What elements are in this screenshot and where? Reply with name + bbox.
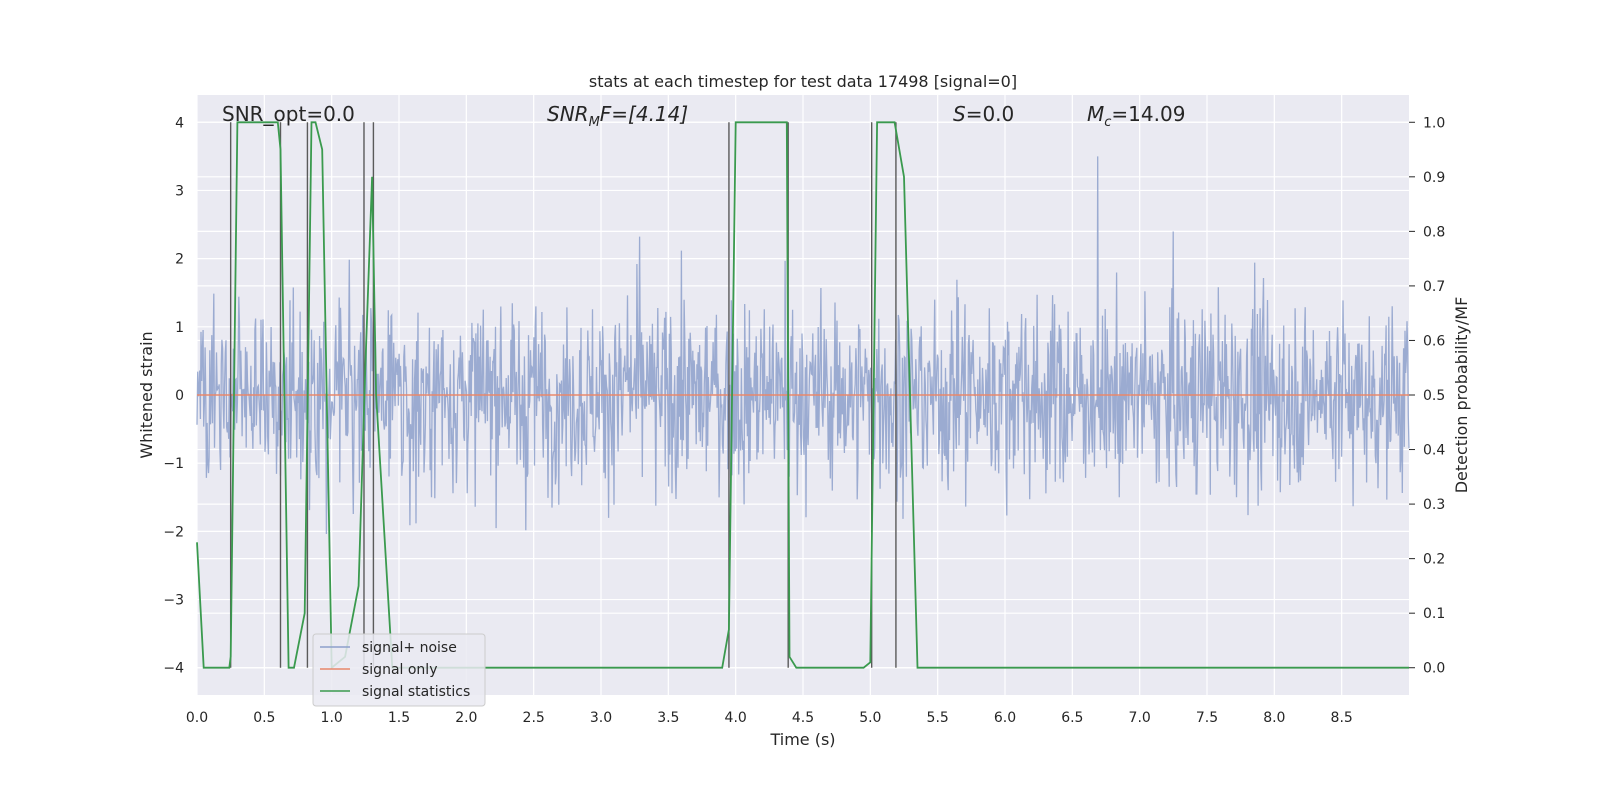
y-tick-label: −4 bbox=[163, 661, 184, 677]
legend: signal+ noise signal only signal statist… bbox=[312, 633, 486, 707]
y2-tick-labels: 1.0 0.9 0.8 0.7 0.6 0.5 0.4 0.3 0.2 0.1 0.0 bbox=[1409, 115, 1445, 677]
x-tick-label: 8.0 bbox=[1263, 710, 1285, 726]
y2-tick-label: 0.1 bbox=[1423, 606, 1445, 622]
x-tick-label: 2.5 bbox=[523, 710, 545, 726]
x-tick-label: 5.0 bbox=[859, 710, 881, 726]
annotation-snr-opt: SNR_opt=0.0 bbox=[222, 102, 355, 126]
x-tick-label: 6.0 bbox=[994, 710, 1016, 726]
x-tick-label: 3.0 bbox=[590, 710, 612, 726]
y2-tick-label: 0.3 bbox=[1423, 497, 1445, 513]
y-tick-label: −2 bbox=[163, 524, 184, 540]
x-tick-label: 3.5 bbox=[657, 710, 679, 726]
x-tick-label: 6.5 bbox=[1061, 710, 1083, 726]
noise-line bbox=[196, 156, 1410, 535]
x-tick-label: 4.5 bbox=[792, 710, 814, 726]
signal-statistics-series bbox=[196, 121, 1409, 670]
legend-label-noise: signal+ noise bbox=[362, 640, 457, 656]
y2-tick-label: 0.9 bbox=[1423, 170, 1445, 186]
x-tick-labels: 0.0 0.5 1.0 1.5 2.0 2.5 3.0 3.5 4.0 4.5 5.0 5.5 6.0 6… bbox=[186, 710, 1353, 726]
y-tick-label: −1 bbox=[163, 456, 184, 472]
y2-tick-label: 0.8 bbox=[1423, 224, 1445, 240]
x-tick-label: 0.5 bbox=[253, 710, 275, 726]
y2-tick-label: 0.6 bbox=[1423, 333, 1445, 349]
y2-tick-label: 0.2 bbox=[1423, 552, 1445, 568]
y-tick-label: −3 bbox=[163, 593, 184, 609]
x-tick-label: 0.0 bbox=[186, 710, 208, 726]
y2-axis-label: Detection probability/MF bbox=[1452, 297, 1471, 494]
x-tick-label: 4.0 bbox=[725, 710, 747, 726]
y-tick-label: 2 bbox=[175, 252, 184, 268]
x-tick-label: 1.0 bbox=[321, 710, 343, 726]
y-tick-label: 1 bbox=[175, 320, 184, 336]
y-tick-label: 3 bbox=[175, 183, 184, 199]
annotation-mc: Mc=14.09 bbox=[1087, 102, 1185, 130]
x-tick-label: 5.5 bbox=[927, 710, 949, 726]
y-tick-labels: 4 3 2 1 0 −1 −2 −3 −4 bbox=[163, 115, 184, 676]
noise-series bbox=[196, 156, 1410, 535]
x-tick-label: 1.5 bbox=[388, 710, 410, 726]
x-axis-label: Time (s) bbox=[769, 730, 835, 749]
signal-statistics-line bbox=[196, 121, 1409, 670]
annotation-snr-mf: SNRMF=[4.14] bbox=[547, 102, 688, 130]
y-tick-label: 0 bbox=[175, 388, 184, 404]
y2-tick-label: 0.7 bbox=[1423, 279, 1445, 295]
x-tick-label: 2.0 bbox=[455, 710, 477, 726]
x-tick-label: 7.5 bbox=[1196, 710, 1218, 726]
x-tick-label: 8.5 bbox=[1331, 710, 1353, 726]
y-axis-label: Whitened strain bbox=[137, 331, 156, 458]
y2-tick-label: 0.4 bbox=[1423, 443, 1445, 459]
chart-title: stats at each timestep for test data 174… bbox=[589, 72, 1017, 91]
y2-tick-label: 0.0 bbox=[1423, 661, 1445, 677]
legend-label-signal: signal only bbox=[362, 662, 437, 678]
y-tick-label: 4 bbox=[175, 115, 184, 131]
y2-tick-label: 1.0 bbox=[1423, 115, 1445, 131]
annotation-s: S=0.0 bbox=[953, 102, 1014, 126]
y2-tick-label: 0.5 bbox=[1423, 388, 1445, 404]
x-tick-label: 7.0 bbox=[1129, 710, 1151, 726]
legend-label-stats: signal statistics bbox=[362, 684, 470, 700]
